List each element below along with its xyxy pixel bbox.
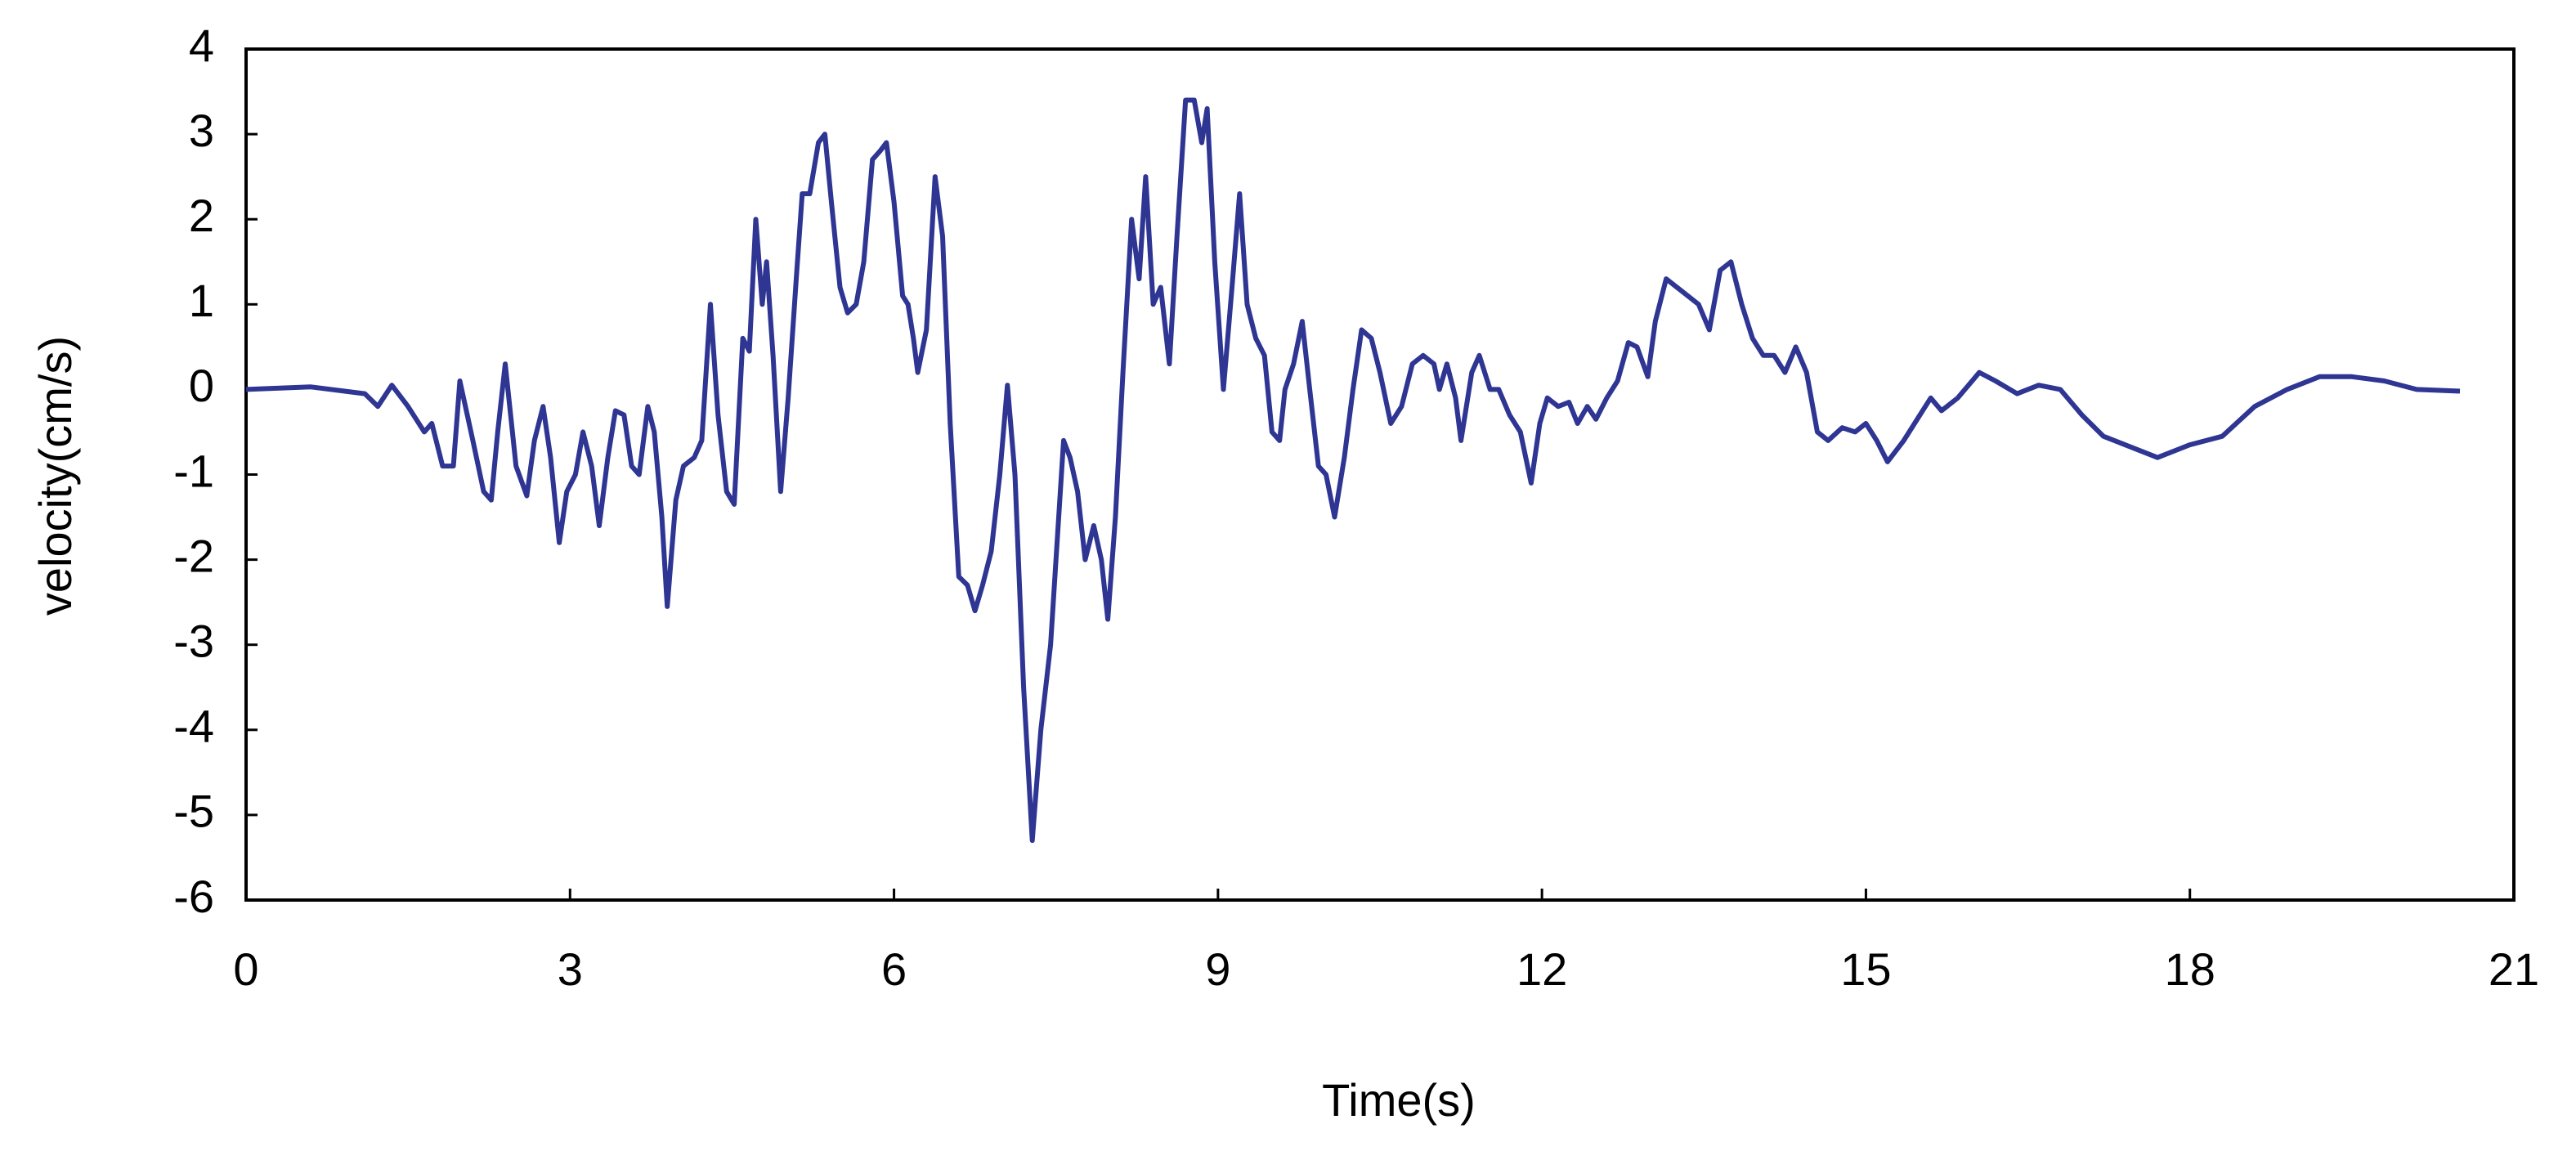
x-tick-label: 18 — [2165, 943, 2215, 995]
y-tick-label: -4 — [173, 701, 214, 752]
data-line — [245, 97, 2461, 844]
y-tick-label: -6 — [173, 871, 214, 922]
y-tick-label: 2 — [189, 190, 214, 241]
y-tick-label: -2 — [173, 530, 214, 581]
x-tick-label: 6 — [881, 943, 907, 995]
y-tick-label: 1 — [189, 275, 214, 326]
x-tick-label: 9 — [1205, 943, 1230, 995]
x-tick-label: 0 — [233, 943, 258, 995]
x-tick-label: 12 — [1516, 943, 1567, 995]
y-tick-label: -3 — [173, 615, 214, 666]
x-tick-label: 21 — [2489, 943, 2539, 995]
y-tick-label: 4 — [189, 20, 214, 71]
x-axis-title: Time(s) — [1322, 1074, 1476, 1126]
y-tick-label: -1 — [173, 445, 214, 496]
plot-frame — [244, 47, 2516, 902]
y-tick-label: 0 — [189, 360, 214, 411]
y-axis-title: velocity(cm/s) — [29, 336, 81, 616]
x-tick-label: 15 — [1840, 943, 1891, 995]
y-tick-label: 3 — [189, 105, 214, 156]
y-tick-label: -5 — [173, 786, 214, 837]
x-tick-label: 3 — [558, 943, 583, 995]
